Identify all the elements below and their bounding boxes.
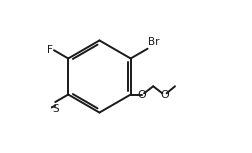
Text: S: S	[52, 104, 58, 114]
Text: F: F	[46, 45, 52, 55]
Text: Br: Br	[148, 37, 159, 47]
Text: O: O	[160, 90, 168, 100]
Text: O: O	[137, 90, 146, 100]
